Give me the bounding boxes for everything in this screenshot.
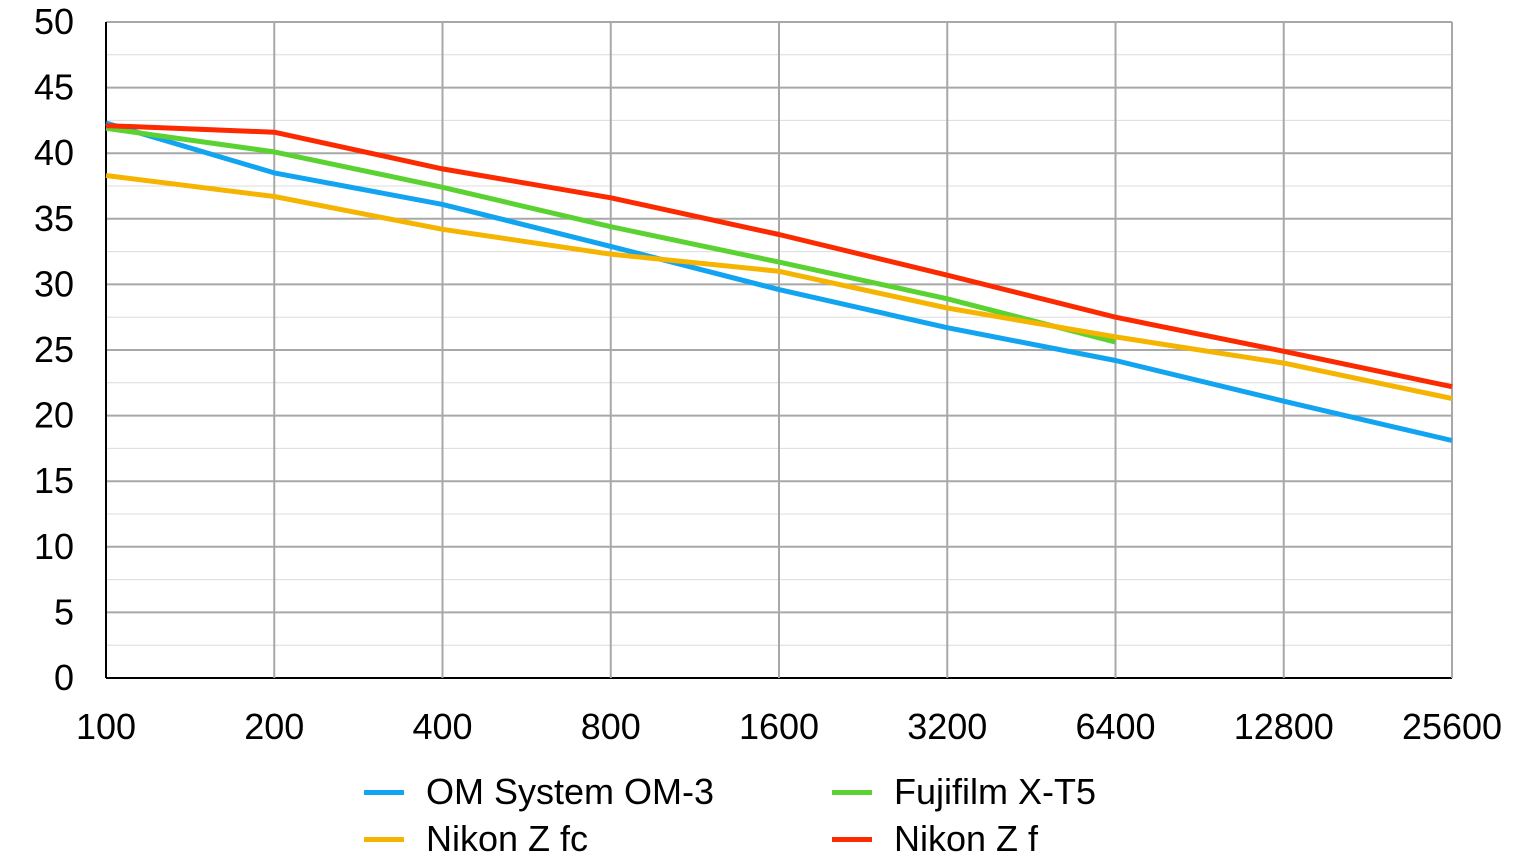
x-tick-label: 1600 [739,706,819,747]
series-line-om-system-om-3 [105,120,1453,443]
series-line-nikon-z-fc [105,173,1453,401]
series-line-fujifilm-x-t5 [105,125,1117,345]
y-tick-label: 20 [34,395,74,436]
x-tick-label: 25600 [1402,706,1502,747]
series-lines [105,120,1453,443]
x-tick-label: 3200 [907,706,987,747]
x-tick-label: 100 [76,706,136,747]
x-tick-label: 200 [244,706,304,747]
x-tick-label: 12800 [1234,706,1334,747]
x-axis-tick-labels: 100 200 400 800 1600 3200 6400 12800 25600 [76,706,1502,747]
y-tick-label: 0 [54,657,74,698]
y-tick-label: 15 [34,460,74,501]
y-tick-label: 40 [34,132,74,173]
y-tick-label: 30 [34,263,74,304]
x-tick-label: 6400 [1075,706,1155,747]
x-tick-label: 400 [412,706,472,747]
y-axis-tick-labels: 0 5 10 15 20 25 30 35 40 45 50 [34,1,74,698]
series-line-nikon-z-f [105,123,1453,390]
y-tick-label: 50 [34,1,74,42]
y-tick-label: 45 [34,67,74,108]
x-tick-label: 800 [581,706,641,747]
y-tick-label: 10 [34,526,74,567]
y-tick-label: 5 [54,591,74,632]
y-tick-label: 35 [34,198,74,239]
major-gridlines [105,21,1453,679]
y-tick-label: 25 [34,329,74,370]
